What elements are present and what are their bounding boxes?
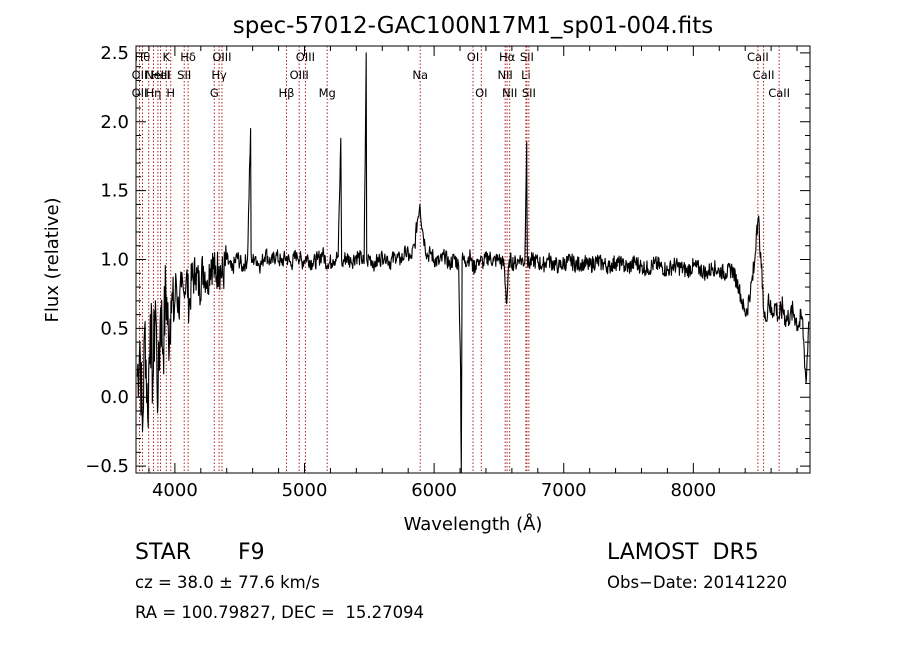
object-subclass: F9 <box>238 540 265 565</box>
x-tick-label: 4000 <box>152 480 198 501</box>
line-marker-label-9: SII <box>177 68 191 82</box>
line-marker-label-28: CaII <box>753 68 775 82</box>
y-tick-label: 2.0 <box>100 112 129 133</box>
y-tick-label: −0.5 <box>85 456 129 477</box>
x-tick-label: 7000 <box>541 480 587 501</box>
line-marker-label-14: Hβ <box>278 86 294 100</box>
line-marker-label-13: OIII <box>212 50 231 64</box>
line-marker-label-17: Mg <box>319 86 336 100</box>
line-marker-label-20: OI <box>475 86 487 100</box>
x-tick-label: 8000 <box>670 480 716 501</box>
line-marker-label-22: Hα <box>499 50 516 64</box>
y-tick-label: 1.5 <box>100 181 129 202</box>
y-axis: −0.5 0.0 0.5 1.0 1.5 2.0 2.5 <box>85 43 810 477</box>
line-marker-label-24: Li <box>521 68 531 82</box>
line-marker-label-18: Na <box>412 68 428 82</box>
y-tick-label: 0.0 <box>100 387 129 408</box>
chart-title: spec-57012-GAC100N17M1_sp01-004.fits <box>233 13 713 39</box>
line-marker-label-10: Hδ <box>180 50 196 64</box>
line-marker-label-0: Hθ <box>135 50 151 64</box>
line-marker-label-4: Hη <box>146 86 162 100</box>
line-marker-label-19: OI <box>467 50 479 64</box>
line-marker-label-8: H <box>166 86 175 100</box>
object-class: STAR <box>135 540 192 565</box>
y-axis-label: Flux (relative) <box>42 197 63 322</box>
line-marker-label-25: SII <box>520 50 534 64</box>
survey-release: LAMOST DR5 <box>607 540 759 565</box>
x-tick-label: 5000 <box>282 480 328 501</box>
line-marker-label-12: Hγ <box>211 68 227 82</box>
line-marker-label-11: G <box>210 86 219 100</box>
line-marker-label-23: NII <box>502 86 517 100</box>
y-tick-label: 0.5 <box>100 318 129 339</box>
line-marker-label-15: OIII <box>290 68 309 82</box>
x-axis: 4000 5000 6000 7000 8000 <box>148 46 798 501</box>
redshift-velocity: cz = 38.0 ± 77.6 km/s <box>135 573 320 592</box>
line-marker-label-5: NeIII <box>145 68 171 82</box>
x-axis-label: Wavelength (Å) <box>404 513 543 535</box>
line-marker-label-29: CaII <box>768 86 790 100</box>
line-markers: HθOIIOIIHηNeIIIHeIKHSIIHδGHγOIIIHβOIIIOI… <box>132 46 790 473</box>
x-tick-label: 6000 <box>411 480 457 501</box>
sky-coordinates: RA = 100.79827, DEC = 15.27094 <box>135 603 425 622</box>
y-tick-label: 1.0 <box>100 250 129 271</box>
line-marker-label-27: CaII <box>747 50 769 64</box>
line-marker-label-26: SII <box>522 86 536 100</box>
spectrum-series <box>136 52 810 474</box>
line-marker-label-21: NII <box>497 68 512 82</box>
line-marker-label-7: K <box>163 50 171 64</box>
spectrum-line <box>136 52 810 474</box>
y-tick-label: 2.5 <box>100 43 129 64</box>
line-marker-label-16: OIII <box>296 50 315 64</box>
observation-date: Obs−Date: 20141220 <box>607 573 788 592</box>
line-marker-label-6: HeI <box>151 68 170 82</box>
